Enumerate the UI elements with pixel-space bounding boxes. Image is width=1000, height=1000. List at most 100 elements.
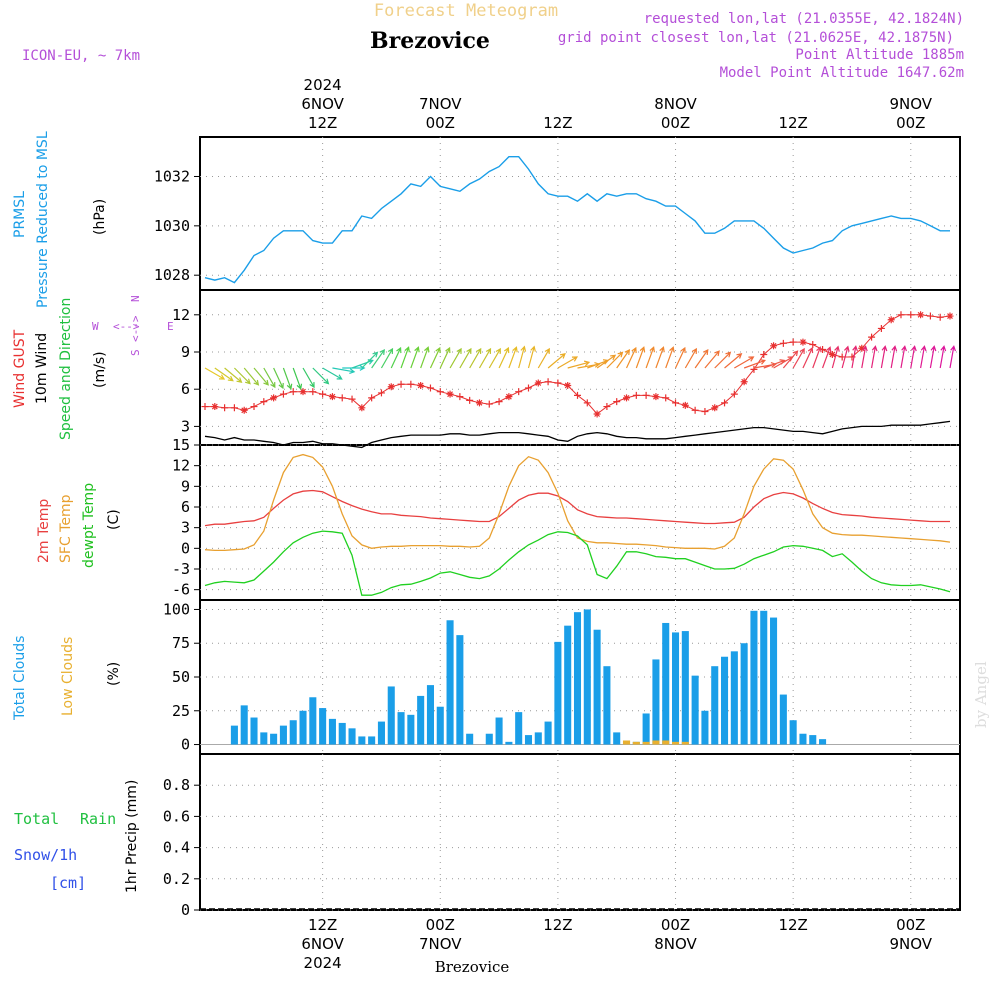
gust-marker bbox=[211, 403, 219, 411]
total-cloud-bar bbox=[446, 620, 454, 745]
gust-marker bbox=[701, 408, 709, 416]
total-cloud-bar bbox=[279, 725, 287, 745]
low-cloud-bar bbox=[662, 740, 670, 745]
total-cloud-bar bbox=[573, 612, 582, 745]
gust-marker bbox=[868, 333, 876, 341]
gust-marker bbox=[672, 399, 680, 407]
y-tick-label: 6 bbox=[181, 380, 190, 398]
time-label: 9NOV bbox=[890, 935, 933, 953]
gust-marker bbox=[358, 404, 366, 412]
total-cloud-bar bbox=[721, 656, 729, 745]
gust-marker bbox=[524, 384, 532, 392]
y-tick-label: 6 bbox=[181, 498, 190, 516]
gust-line bbox=[205, 314, 951, 415]
gust-marker bbox=[417, 381, 425, 389]
precip-labels: Total Rain Snow/1h [cm] 1hr Precip (mm) bbox=[14, 780, 140, 893]
wind-direction-arrow bbox=[949, 345, 956, 369]
wind-direction-arrow bbox=[233, 367, 251, 385]
gust-marker bbox=[681, 401, 689, 409]
time-label: 8NOV bbox=[654, 95, 697, 113]
total-cloud-bar bbox=[397, 712, 405, 745]
wind-direction-arrow bbox=[322, 367, 343, 380]
gust-marker bbox=[897, 311, 905, 319]
wind-direction-arrow bbox=[557, 356, 579, 369]
wind-direction-arrow bbox=[822, 346, 832, 369]
pressure-panel bbox=[204, 156, 950, 284]
low-cloud-bar bbox=[632, 741, 640, 745]
gust-marker bbox=[691, 406, 699, 414]
y-tick-label: 1030 bbox=[154, 217, 190, 235]
total-cloud-bar bbox=[564, 625, 572, 745]
wind10m-label: 10m Wind bbox=[34, 333, 50, 404]
t2m-line bbox=[204, 489, 950, 527]
wind-direction-arrow bbox=[920, 345, 927, 369]
wind-direction-arrow bbox=[508, 346, 518, 369]
wind-direction-arrow bbox=[635, 346, 646, 369]
gust-marker bbox=[828, 350, 836, 358]
sfc-temp-line bbox=[204, 453, 951, 552]
wind-direction-arrow bbox=[910, 345, 917, 369]
y-tick-label: 0 bbox=[181, 736, 190, 754]
gust-marker bbox=[711, 404, 719, 412]
gust-marker bbox=[632, 391, 640, 399]
gust-marker bbox=[917, 311, 925, 319]
wind-direction-arrow bbox=[841, 345, 850, 369]
panel-frame bbox=[199, 444, 961, 601]
y-tick-label: 0.6 bbox=[163, 807, 190, 825]
cloud-panel bbox=[200, 609, 960, 746]
wind-direction-arrow bbox=[429, 346, 441, 369]
total-cloud-bar bbox=[779, 694, 787, 745]
wind-labels: Wind GUST 10m Wind Speed and Direction (… bbox=[12, 298, 108, 440]
wind-direction-arrow bbox=[459, 347, 472, 369]
wind-line bbox=[204, 420, 951, 449]
time-label: 2024 bbox=[304, 76, 342, 94]
total-cloud-bar bbox=[554, 641, 562, 745]
total-cloud-bar bbox=[426, 685, 434, 745]
total-cloud-bar bbox=[368, 736, 376, 745]
time-label: 00Z bbox=[426, 916, 455, 934]
y-tick-label: 12 bbox=[172, 457, 190, 475]
gust-marker bbox=[770, 342, 778, 350]
gust-marker bbox=[877, 324, 885, 332]
gust-marker bbox=[240, 406, 248, 414]
wind-direction-arrow bbox=[292, 367, 303, 390]
wind-direction-arrow bbox=[714, 351, 732, 369]
y-tick-label: 0.8 bbox=[163, 776, 190, 794]
total-cloud-bar bbox=[770, 617, 778, 745]
gust-marker bbox=[515, 388, 523, 396]
wind-direction-arrow bbox=[812, 346, 822, 369]
gust-marker bbox=[397, 380, 405, 388]
total-cloud-bar bbox=[348, 728, 356, 745]
gust-marker bbox=[564, 381, 572, 389]
gust-marker bbox=[260, 398, 268, 406]
gust-marker bbox=[505, 393, 513, 401]
y-tick-label: -6 bbox=[172, 581, 190, 599]
wind-direction-arrow bbox=[596, 354, 617, 369]
time-label: 7NOV bbox=[419, 95, 462, 113]
time-label: 6NOV bbox=[301, 935, 344, 953]
time-label: 00Z bbox=[661, 114, 690, 132]
total-label: Total bbox=[14, 810, 59, 828]
gust-marker bbox=[554, 379, 562, 387]
compass-ns-arrow: <--> bbox=[129, 315, 142, 342]
gust-marker bbox=[593, 410, 601, 418]
gust-marker bbox=[368, 394, 376, 402]
total-cloud-bar bbox=[505, 741, 513, 745]
wind-direction-arrow bbox=[302, 367, 315, 389]
time-label: 12Z bbox=[778, 114, 807, 132]
total-cloud-bar bbox=[495, 717, 503, 745]
gust-marker bbox=[583, 399, 591, 407]
t2m-label: 2m Temp bbox=[36, 499, 52, 563]
wind-direction-arrow bbox=[674, 346, 686, 369]
total-cloud-bar bbox=[515, 712, 523, 745]
y-tick-label: 9 bbox=[181, 343, 190, 361]
wind-direction-arrow bbox=[645, 346, 655, 369]
y-tick-label: 0.2 bbox=[163, 870, 190, 888]
wind-direction-arrow bbox=[420, 346, 430, 369]
wind-direction-arrow bbox=[792, 347, 805, 369]
gust-marker bbox=[456, 393, 464, 401]
wind-direction-arrow bbox=[802, 346, 814, 369]
wind-direction-arrow bbox=[488, 347, 501, 369]
